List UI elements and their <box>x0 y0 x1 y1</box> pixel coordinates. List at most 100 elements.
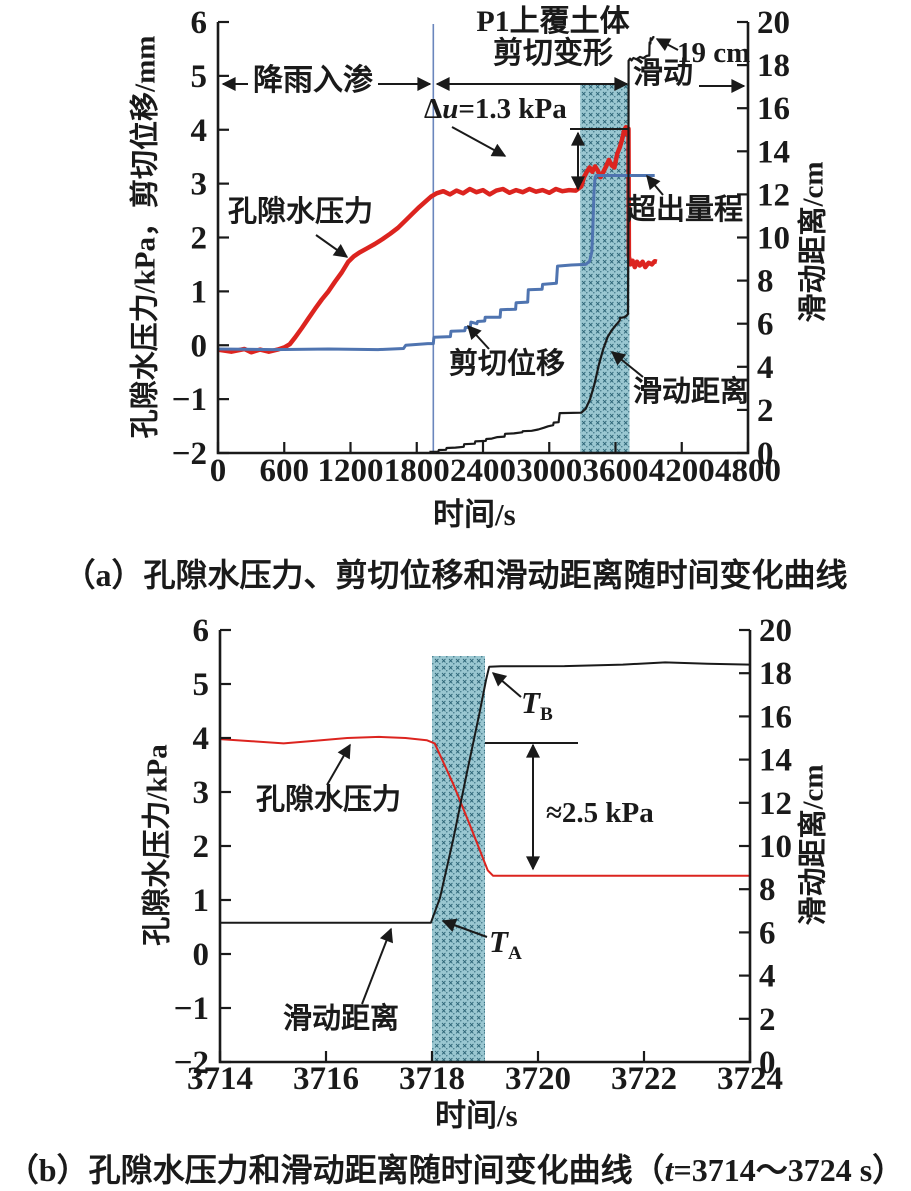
y-right-tick-label: 20 <box>759 613 792 649</box>
caption-panel-a: （a）孔隙水压力、剪切位移和滑动距离随时间变化曲线 <box>63 557 848 593</box>
y-right-tick-label: 18 <box>757 48 790 84</box>
x-tick-label: 600 <box>260 453 310 489</box>
panel-b-x-axis-label: 时间/s <box>435 1098 518 1133</box>
y-left-tick-label: 6 <box>191 5 208 41</box>
y-left-tick-label: 5 <box>191 59 208 95</box>
rain-infiltration-label: 降雨入渗 <box>248 64 378 98</box>
y-right-tick-label: 18 <box>759 656 792 692</box>
x-tick-label: 4800 <box>715 453 781 489</box>
y-left-tick-label: −1 <box>172 382 207 418</box>
slide-distance-pointer-a <box>610 351 644 378</box>
over-range-pointer <box>646 174 664 196</box>
y-left-tick-label: 4 <box>193 721 210 757</box>
caption-b-pre: （b）孔隙水压力和滑动距离随时间变化曲线（ <box>6 1152 665 1188</box>
approx-drop-label: ≈2.5 kPa <box>546 797 654 829</box>
slide-distance-a-curve <box>429 35 655 453</box>
ta-pointer <box>441 918 488 938</box>
pore-pressure-pointer-a <box>315 234 349 258</box>
ta-sub: A <box>507 943 522 965</box>
slide-distance-pointer-b <box>361 927 393 1005</box>
ta-marker-label: TA <box>489 925 522 965</box>
y-right-tick-label: 14 <box>759 743 792 779</box>
y-right-tick-label: 4 <box>757 350 774 386</box>
y-left-tick-label: −2 <box>172 436 207 472</box>
y-right-tick-label: 0 <box>757 436 774 472</box>
pore-pressure-label-a: 孔隙水压力 <box>228 196 374 228</box>
failure-window-region-b <box>432 656 485 1062</box>
panel-a-left-axis-label: 孔隙水压力/kPa，剪切位移/mm <box>129 35 162 439</box>
y-right-tick-label: 6 <box>759 915 776 951</box>
delta-symbol: Δ <box>424 93 443 125</box>
x-tick-label: 1200 <box>318 453 384 489</box>
delta-u-label: Δu=1.3 kPa <box>424 93 567 125</box>
x-tick-label: 3724 <box>717 1061 783 1097</box>
y-left-tick-label: 3 <box>191 167 208 203</box>
y-left-tick-label: 1 <box>191 274 208 310</box>
pore-pressure-a-curve <box>217 124 658 355</box>
caption-panel-b: （b）孔隙水压力和滑动距离随时间变化曲线（t=3714～3724 s） <box>0 1145 911 1191</box>
y-right-tick-label: 6 <box>757 307 774 343</box>
caption-b-post: =3714～3724 s） <box>673 1152 905 1188</box>
y-right-tick-label: 4 <box>759 959 776 995</box>
y-right-tick-label: 8 <box>759 872 776 908</box>
x-tick-label: 4200 <box>649 453 715 489</box>
x-tick-label: 3714 <box>187 1061 253 1097</box>
y-right-tick-label: 10 <box>759 829 792 865</box>
x-tick-label: 2400 <box>450 453 516 489</box>
y-left-tick-label: −2 <box>174 1045 209 1081</box>
pore-pressure-label-b: 孔隙水压力 <box>256 784 402 816</box>
y-right-tick-label: 16 <box>757 91 790 127</box>
x-tick-label: 3720 <box>505 1061 571 1097</box>
shear-displacement-pointer <box>467 324 490 350</box>
y-left-tick-label: 0 <box>191 328 208 364</box>
shear-displacement-label: 剪切位移 <box>449 348 566 380</box>
y-left-tick-label: 4 <box>191 113 208 149</box>
y-left-tick-label: 1 <box>193 883 210 919</box>
x-tick-label: 3722 <box>611 1061 677 1097</box>
pore-pressure-b-curve <box>219 735 750 877</box>
slide-distance-label-b: 滑动距离 <box>283 1003 400 1035</box>
over-range-label: 超出量程 <box>627 194 744 226</box>
tb-sub: B <box>539 704 553 726</box>
u-variable: u <box>442 93 459 125</box>
y-left-tick-label: 0 <box>193 937 210 973</box>
y-right-tick-label: 14 <box>757 134 790 170</box>
nineteen-cm-arrow <box>655 38 679 52</box>
shear-displacement-a-curve <box>217 174 655 352</box>
y-right-tick-label: 2 <box>757 393 774 429</box>
nineteen-cm-label: 19 cm <box>677 37 751 69</box>
p1-label-line2: 剪切变形 <box>493 37 613 71</box>
x-tick-label: 3718 <box>399 1061 465 1097</box>
y-right-tick-label: 12 <box>759 786 792 822</box>
tb-marker-label: TB <box>521 686 553 726</box>
y-left-tick-label: 2 <box>193 829 210 865</box>
y-right-tick-label: 12 <box>757 177 790 213</box>
x-tick-label: 3600 <box>583 453 649 489</box>
x-tick-label: 3716 <box>293 1061 359 1097</box>
y-left-tick-label: 5 <box>193 667 210 703</box>
sliding-phase-label: 滑动 <box>633 57 693 90</box>
panel-a-right-axis-label: 滑动距离/cm <box>797 161 830 323</box>
panel-a-x-axis-label: 时间/s <box>433 497 516 532</box>
delta-u-pointer <box>451 126 507 157</box>
annotation-arrows <box>221 38 746 1005</box>
p1-label-line1: P1上覆土体 <box>476 5 630 38</box>
panel-b-left-axis-label: 孔隙水压力/kPa <box>141 744 174 946</box>
y-right-tick-label: 20 <box>757 5 790 41</box>
p1-shear-deformation-label: P1上覆土体 剪切变形 <box>453 5 653 71</box>
y-right-tick-label: 16 <box>759 699 792 735</box>
panel-b-right-axis-label: 滑动距离/cm <box>797 764 830 926</box>
tb-pointer <box>491 672 522 698</box>
y-right-tick-label: 8 <box>757 264 774 300</box>
x-tick-label: 0 <box>210 453 227 489</box>
y-right-tick-label: 0 <box>759 1045 776 1081</box>
y-left-tick-label: 2 <box>191 221 208 257</box>
y-left-tick-label: 6 <box>193 613 210 649</box>
x-tick-label: 3000 <box>516 453 582 489</box>
